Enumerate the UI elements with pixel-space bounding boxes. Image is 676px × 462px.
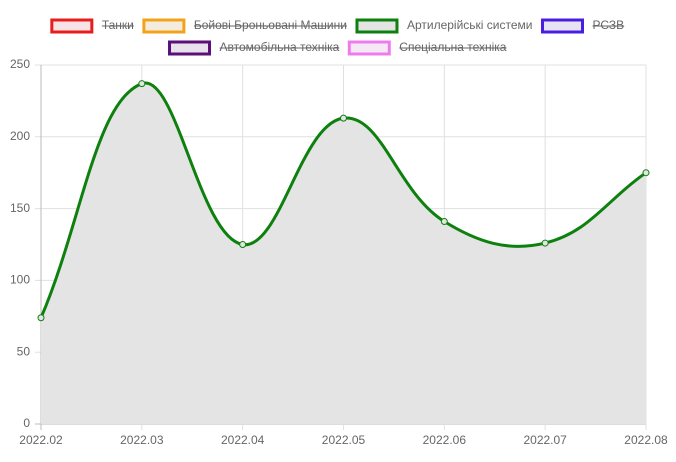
y-tick-label: 50 [17,344,31,358]
y-tick-label: 150 [10,201,30,215]
legend-swatch[interactable] [347,40,391,56]
point[interactable] [239,241,247,248]
legend-item[interactable]: Автомобільна техніка [168,40,340,56]
line [39,81,647,319]
point[interactable] [340,114,347,122]
legend-item[interactable]: Бойові Броньовані Машини [142,18,347,34]
point[interactable] [37,314,45,322]
legend-item[interactable]: Спеціальна техніка [347,40,507,56]
area [41,82,646,424]
point[interactable] [440,218,448,226]
x-tick-label: 2022.04 [221,433,265,447]
x-tick-label: 2022.03 [120,433,164,447]
point[interactable] [541,239,549,247]
y-tick-label: 200 [10,129,30,143]
legend-swatch[interactable] [142,18,186,34]
x-tick-label: 2022.08 [624,433,668,447]
legend-item[interactable]: Танки [50,18,134,34]
y-tick-label: 250 [10,57,30,71]
legend-item[interactable]: Артилерійські системи [355,18,533,34]
legend-label[interactable]: Автомобільна техніка [220,40,340,54]
legend-swatch[interactable] [50,18,94,34]
y-tick-label: 0 [23,416,30,430]
legend-swatch[interactable] [355,18,399,34]
y-tick-label: 100 [10,273,30,287]
legend-item[interactable]: РСЗВ [541,18,625,34]
x-tick-label: 2022.07 [523,433,567,447]
legend-label[interactable]: Бойові Броньовані Машини [194,18,347,32]
x-tick-label: 2022.05 [322,433,366,447]
x-tick-label: 2022.06 [423,433,467,447]
legend-label[interactable]: Спеціальна техніка [399,40,507,54]
point[interactable] [138,80,146,88]
legend-label[interactable]: Танки [102,18,134,32]
legend-label[interactable]: Артилерійські системи [407,18,533,32]
legend-swatch[interactable] [168,40,212,56]
legend-swatch[interactable] [541,18,585,34]
x-tick-label: 2022.02 [19,433,63,447]
point[interactable] [642,169,650,177]
legend-label[interactable]: РСЗВ [593,18,625,32]
